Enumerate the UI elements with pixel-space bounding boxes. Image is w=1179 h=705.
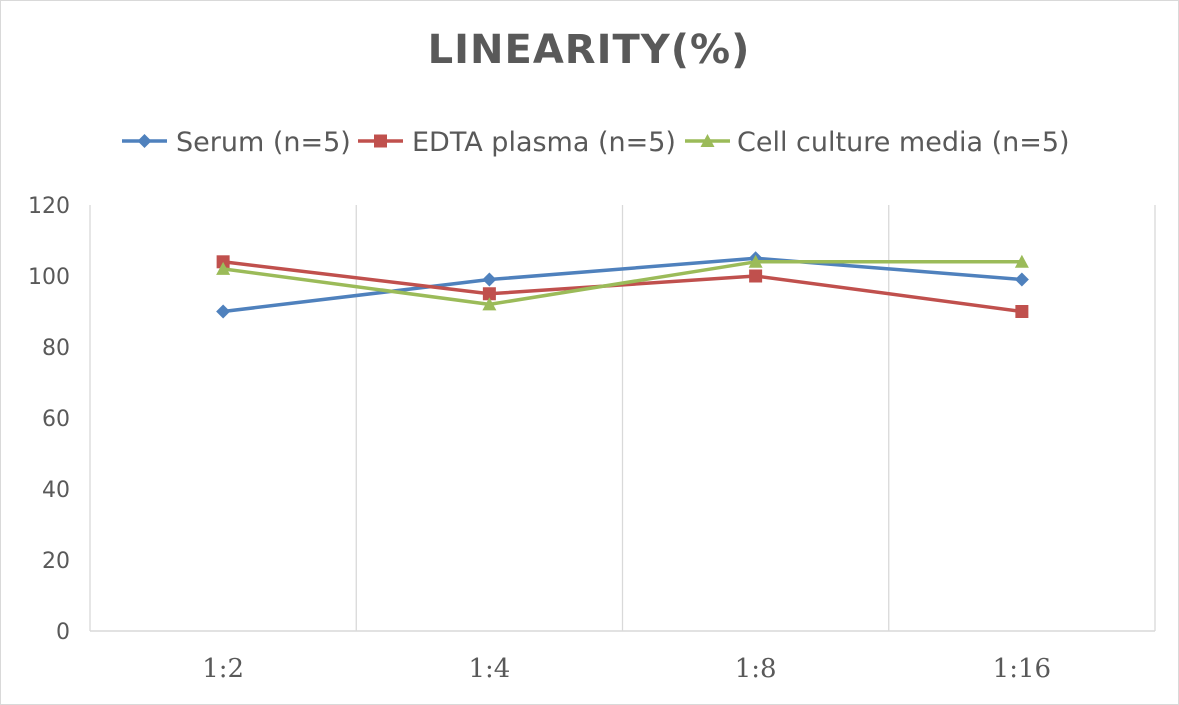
x-tick-label: 1:4 [468, 654, 510, 684]
legend-label: Serum (n=5) [176, 127, 351, 158]
series-line [222, 256, 1023, 314]
series-1 [216, 255, 1029, 318]
data-point-square [216, 255, 230, 269]
legend-label: Cell culture media (n=5) [737, 127, 1070, 158]
y-tick-label: 60 [42, 407, 70, 432]
x-tick-label: 1:8 [735, 654, 777, 684]
legend-marker-triangle [700, 134, 715, 147]
legend-item: Cell culture media (n=5) [685, 127, 1070, 158]
data-point-triangle [482, 297, 497, 311]
data-point-diamond [1014, 272, 1029, 287]
data-point-triangle [1014, 254, 1029, 268]
legend-label: EDTA plasma (n=5) [412, 127, 676, 158]
data-point-square [1015, 305, 1029, 318]
series-line [222, 260, 1023, 314]
legend-item: EDTA plasma (n=5) [358, 127, 676, 158]
series-0 [216, 251, 1029, 319]
legend-item: Serum (n=5) [122, 127, 351, 158]
y-tick-label: 40 [42, 478, 70, 503]
legend-marker-square [374, 134, 387, 148]
x-tick-label: 1:2 [202, 654, 244, 684]
data-point-diamond [482, 272, 497, 287]
y-tick-label: 80 [42, 336, 70, 361]
chart-title: LINEARITY(%) [428, 27, 751, 73]
legend-marker-diamond [137, 134, 152, 148]
data-point-square [482, 287, 496, 301]
data-point-triangle [216, 261, 231, 275]
y-tick-label: 100 [28, 265, 70, 290]
data-point-square [749, 269, 763, 283]
series-2 [216, 254, 1029, 311]
data-point-triangle [748, 254, 763, 268]
y-tick-label: 0 [56, 620, 70, 645]
y-tick-label: 20 [42, 549, 70, 574]
data-point-diamond [216, 304, 231, 319]
series-line [222, 260, 1022, 307]
y-tick-label: 120 [28, 194, 70, 219]
x-tick-label: 1:16 [993, 654, 1051, 684]
